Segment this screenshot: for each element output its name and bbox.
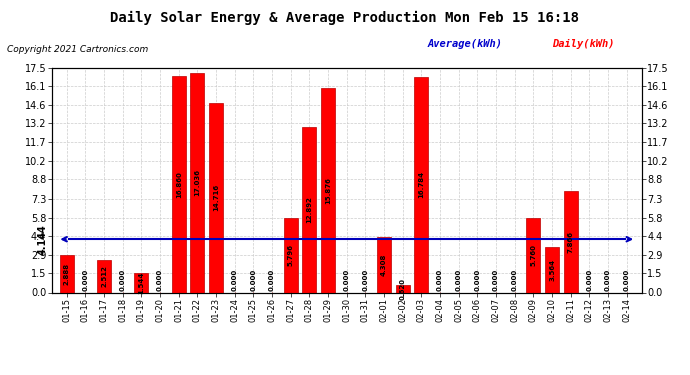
Text: 0.000: 0.000: [344, 269, 350, 291]
Text: 0.000: 0.000: [157, 269, 163, 291]
Text: 14.716: 14.716: [213, 184, 219, 211]
Bar: [135, 273, 148, 292]
Text: 4.308: 4.308: [381, 254, 387, 276]
Text: Daily(kWh): Daily(kWh): [552, 39, 615, 50]
Bar: [172, 76, 186, 292]
Text: 4.144: 4.144: [37, 224, 48, 255]
Text: 0.000: 0.000: [624, 269, 630, 291]
Text: 0.000: 0.000: [437, 269, 443, 291]
Text: 2.512: 2.512: [101, 266, 107, 287]
Text: 2.888: 2.888: [63, 263, 70, 285]
Text: 0.000: 0.000: [362, 269, 368, 291]
Bar: [284, 218, 297, 292]
Text: 0.000: 0.000: [475, 269, 480, 291]
Text: 15.876: 15.876: [325, 177, 331, 204]
Text: 0.000: 0.000: [232, 269, 238, 291]
Bar: [564, 191, 578, 292]
Text: 5.796: 5.796: [288, 244, 294, 266]
Text: 0.000: 0.000: [586, 269, 593, 291]
Text: 0.000: 0.000: [605, 269, 611, 291]
Text: Daily Solar Energy & Average Production Mon Feb 15 16:18: Daily Solar Energy & Average Production …: [110, 11, 580, 26]
Bar: [321, 88, 335, 292]
Text: 0.000: 0.000: [269, 269, 275, 291]
Text: 1.544: 1.544: [139, 272, 144, 294]
Text: 0.000: 0.000: [82, 269, 88, 291]
Text: 0.000: 0.000: [512, 269, 518, 291]
Bar: [59, 255, 74, 292]
Bar: [415, 77, 428, 292]
Text: 16.784: 16.784: [418, 171, 424, 198]
Bar: [97, 260, 111, 292]
Text: 0.000: 0.000: [119, 269, 126, 291]
Text: 0.000: 0.000: [250, 269, 257, 291]
Text: 7.866: 7.866: [568, 231, 574, 253]
Text: 12.892: 12.892: [306, 196, 313, 223]
Bar: [209, 103, 223, 292]
Text: 5.760: 5.760: [531, 244, 536, 267]
Bar: [545, 247, 559, 292]
Bar: [377, 237, 391, 292]
Text: 0.000: 0.000: [493, 269, 499, 291]
Text: 17.036: 17.036: [195, 170, 200, 196]
Text: 3.564: 3.564: [549, 258, 555, 280]
Bar: [396, 285, 410, 292]
Text: 16.860: 16.860: [176, 171, 181, 198]
Text: Copyright 2021 Cartronics.com: Copyright 2021 Cartronics.com: [7, 45, 148, 54]
Bar: [302, 127, 317, 292]
Text: 0.620: 0.620: [400, 278, 406, 300]
Text: Average(kWh): Average(kWh): [428, 39, 503, 50]
Text: 0.000: 0.000: [455, 269, 462, 291]
Bar: [190, 74, 204, 292]
Bar: [526, 219, 540, 292]
